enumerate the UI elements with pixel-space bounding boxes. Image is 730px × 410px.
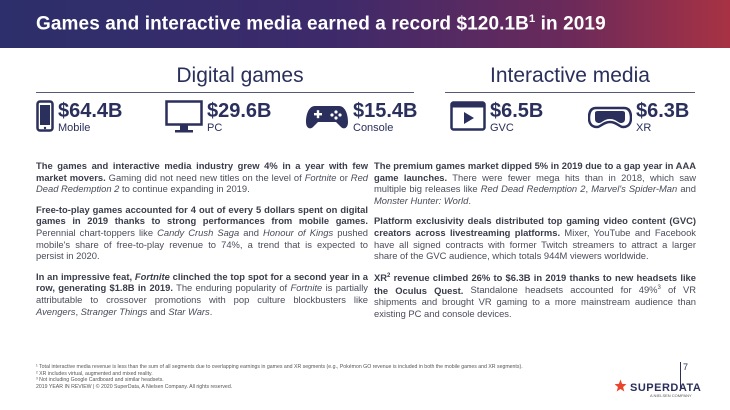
digital-games-heading: Digital games (176, 64, 304, 87)
stat-label: XR (636, 122, 652, 134)
footnote: ³ Not including Google Cardboard and sim… (36, 377, 164, 384)
star-logo-icon (614, 379, 627, 397)
stat-label: Mobile (58, 122, 91, 134)
stat-label: GVC (490, 122, 514, 134)
brand-name: SUPERDATA (630, 382, 702, 394)
stat-value: $64.4B (58, 100, 123, 122)
stat-label: Console (353, 122, 394, 134)
stat-value: $15.4B (353, 100, 418, 122)
gamepad-icon (305, 100, 349, 137)
stat-console: $15.4B Console (305, 100, 418, 137)
paragraph: The games and interactive media industry… (36, 160, 368, 195)
vr-headset-icon (587, 100, 633, 137)
paragraph: XR2 revenue climbed 26% to $6.3B in 2019… (374, 271, 696, 319)
footnotes: ¹ Total interactive media revenue is les… (36, 364, 523, 390)
stat-value: $6.5B (490, 100, 544, 122)
pc-monitor-icon (165, 100, 203, 139)
brand-subtitle: A NIELSEN COMPANY (650, 393, 692, 398)
superdata-logo: SUPERDATA A NIELSEN COMPANY (614, 379, 702, 398)
divider (445, 92, 695, 93)
interactive-media-heading: Interactive media (490, 64, 650, 87)
mobile-phone-icon (36, 100, 54, 137)
footnote: 2019 YEAR IN REVIEW | © 2020 SuperData, … (36, 383, 233, 390)
paragraph: Free-to-play games accounted for 4 out o… (36, 203, 369, 262)
page-number: 7 (680, 362, 688, 388)
video-player-icon (450, 100, 486, 137)
page-title: Games and interactive media earned a rec… (36, 12, 606, 35)
footnote: ² XR includes virtual, augmented and mix… (36, 370, 153, 377)
title-banner: Games and interactive media earned a rec… (0, 0, 730, 48)
interactive-media-text: The premium games market dipped 5% in 20… (374, 160, 696, 328)
stat-value: $6.3B (636, 100, 690, 122)
paragraph: The premium games market dipped 5% in 20… (374, 160, 697, 206)
stat-pc: $29.6B PC (165, 100, 272, 139)
stat-xr: $6.3B XR (587, 100, 690, 137)
stat-gvc: $6.5B GVC (450, 100, 543, 137)
divider (36, 92, 414, 93)
paragraph: In an impressive feat, Fortnite clinched… (36, 270, 368, 317)
stat-label: PC (207, 122, 223, 134)
stat-mobile: $64.4B Mobile (36, 100, 123, 137)
paragraph: Platform exclusivity deals distributed t… (374, 215, 696, 262)
stat-value: $29.6B (207, 100, 272, 122)
footnote: ¹ Total interactive media revenue is les… (36, 364, 523, 370)
digital-games-text: The games and interactive media industry… (36, 160, 368, 326)
